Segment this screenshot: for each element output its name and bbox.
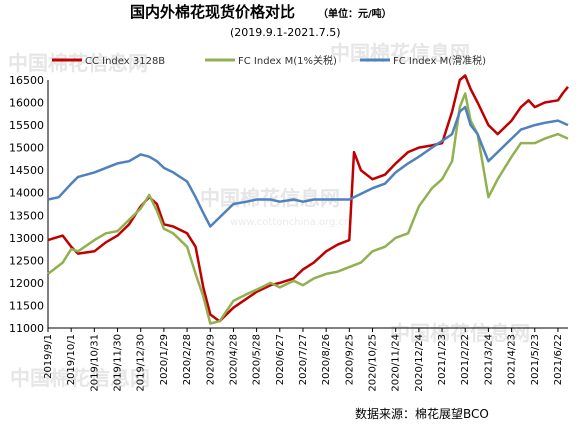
x-tick-label: 2019/9/1 [43, 334, 54, 379]
x-tick-label: 2020/9/25 [344, 334, 355, 385]
x-tick-label: 2021/4/23 [507, 334, 518, 385]
y-tick-label: 13500 [9, 209, 44, 222]
y-tick-label: 12500 [9, 254, 44, 267]
y-tick-label: 16000 [9, 97, 44, 110]
x-tick-label: 2021/5/23 [530, 334, 541, 385]
chart-title: 国内外棉花现货价格对比 [130, 3, 295, 21]
x-tick-label: 2020/4/28 [228, 334, 239, 385]
x-tick-label: 2021/2/22 [460, 334, 471, 385]
series-line-2 [47, 105, 569, 228]
data-source: 数据来源：棉花展望BCO [355, 406, 489, 421]
x-tick-label: 2019/11/30 [113, 334, 124, 392]
x-tick-label: 2020/8/26 [321, 334, 332, 385]
watermark-1: 中国棉花信息网 [8, 51, 148, 75]
x-tick-label: 2019/10/1 [66, 334, 77, 385]
x-tick-label: 2020/12/24 [414, 334, 425, 392]
watermark-5: 中国棉花信息网 [390, 321, 530, 345]
x-tick-label: 2020/5/28 [252, 334, 263, 385]
x-tick-label: 2020/10/25 [368, 334, 379, 392]
y-tick-label: 14000 [9, 187, 44, 200]
x-tick-label: 2020/3/29 [205, 334, 216, 385]
x-tick-label: 2020/6/27 [275, 334, 286, 385]
x-tick-label: 2019/10/31 [89, 334, 100, 392]
x-tick-label: 2020/1/29 [159, 334, 170, 385]
y-tick-label: 15500 [9, 119, 44, 132]
y-axis: 11000 11500 12000 12500 13000 13500 14000 14500… [9, 74, 49, 335]
watermark-4: 中国棉花信息网 [10, 366, 150, 390]
y-tick-label: 11500 [9, 299, 44, 312]
chart-subtitle: (2019.9.1-2021.7.5) [230, 26, 341, 39]
legend-label-0: CC Index 3128B [85, 56, 165, 67]
legend-label-1: FC Index M(1%关税) [238, 54, 337, 67]
y-tick-label: 11000 [9, 322, 44, 335]
y-tick-label: 12000 [9, 277, 44, 290]
x-axis: 2019/9/1 2019/10/1 2019/10/31 2019/11/30 201… [43, 327, 568, 392]
watermark-url: www.cottonchina.org.cn [230, 217, 350, 228]
x-tick-label: 2021/6/22 [553, 334, 564, 385]
watermark-3: 中国棉花信息网 [200, 186, 340, 210]
x-tick-label: 2021/1/23 [437, 334, 448, 385]
y-tick-label: 15000 [9, 142, 44, 155]
chart-unit: （单位：元/吨） [318, 7, 392, 20]
y-tick-label: 13000 [9, 232, 44, 245]
x-tick-label: 2020/7/27 [298, 334, 309, 385]
watermarks: 中国棉花信息网 中国棉花信息网 中国棉花信息网 中国棉花信息网 中国棉花信息网 … [8, 41, 530, 390]
x-tick-label: 2021/3/24 [483, 334, 494, 385]
x-tick-label: 2020/2/28 [182, 334, 193, 385]
legend-label-2: FC Index M(滑准税) [393, 54, 486, 67]
x-tick-label: 2019/12/30 [136, 334, 147, 392]
x-tick-label: 2020/11/24 [391, 334, 402, 392]
plot-area [47, 74, 569, 325]
legend: CC Index 3128B FC Index M(1%关税) FC Index M… [52, 54, 486, 67]
y-tick-label: 16500 [9, 74, 44, 87]
watermark-2: 中国棉花信息网 [330, 41, 470, 65]
y-tick-label: 14500 [9, 164, 44, 177]
